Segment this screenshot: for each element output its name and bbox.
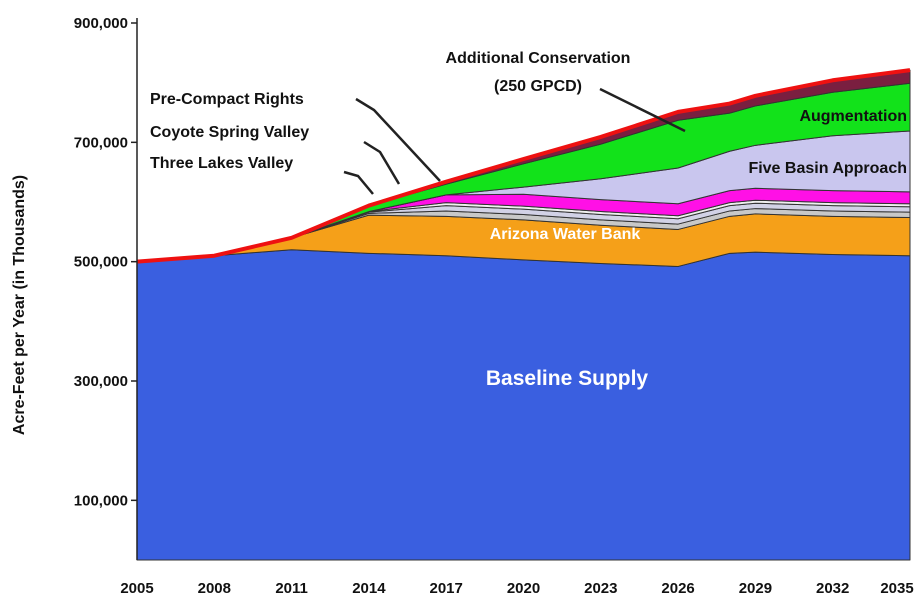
x-tick-label: 2017 [430, 580, 463, 597]
label-pre-compact-rights: Pre-Compact Rights [150, 91, 304, 108]
label-augmentation: Augmentation [799, 108, 907, 125]
label-arizona-water-bank: Arizona Water Bank [490, 226, 641, 243]
y-tick-label: 700,000 [74, 134, 128, 151]
axes-group [131, 18, 138, 560]
total-supply-line [136, 68, 911, 264]
x-tick-label: 2026 [661, 580, 694, 597]
leader-three-lakes [343, 170, 374, 195]
y-axis-label: Acre-Feet per Year (in Thousands) [11, 175, 28, 435]
x-tick-label: 2014 [352, 580, 386, 597]
label-five-basin-approach: Five Basin Approach [748, 160, 907, 177]
area-series-0 [136, 249, 911, 561]
tick-labels-group: 100,000 300,000 500,000 700,000 900,000 2005 2… [74, 15, 914, 597]
label-additional-conservation: Additional Conservation [446, 50, 631, 67]
y-tick-label: 300,000 [74, 373, 128, 390]
x-tick-label: 2023 [584, 580, 617, 597]
x-tick-label: 2032 [816, 580, 849, 597]
label-baseline-supply: Baseline Supply [486, 367, 649, 390]
y-tick-label: 500,000 [74, 254, 128, 271]
x-tick-label: 2029 [739, 580, 772, 597]
label-three-lakes-valley: Three Lakes Valley [150, 155, 293, 172]
leader-coyote [363, 140, 401, 185]
y-tick-label: 900,000 [74, 15, 128, 32]
x-tick-label: 2020 [507, 580, 540, 597]
leader-lines [343, 87, 686, 195]
leader-conservation [599, 87, 686, 133]
label-coyote-spring-valley: Coyote Spring Valley [150, 124, 309, 141]
x-tick-label: 2035 [880, 580, 913, 597]
leader-pre-compact [355, 97, 441, 182]
x-tick-label: 2011 [275, 580, 308, 597]
x-tick-label: 2008 [198, 580, 231, 597]
y-tick-label: 100,000 [74, 492, 128, 509]
x-tick-label: 2005 [120, 580, 153, 597]
label-additional-conservation-gpcd: (250 GPCD) [494, 78, 582, 95]
area-series-group [136, 68, 911, 561]
